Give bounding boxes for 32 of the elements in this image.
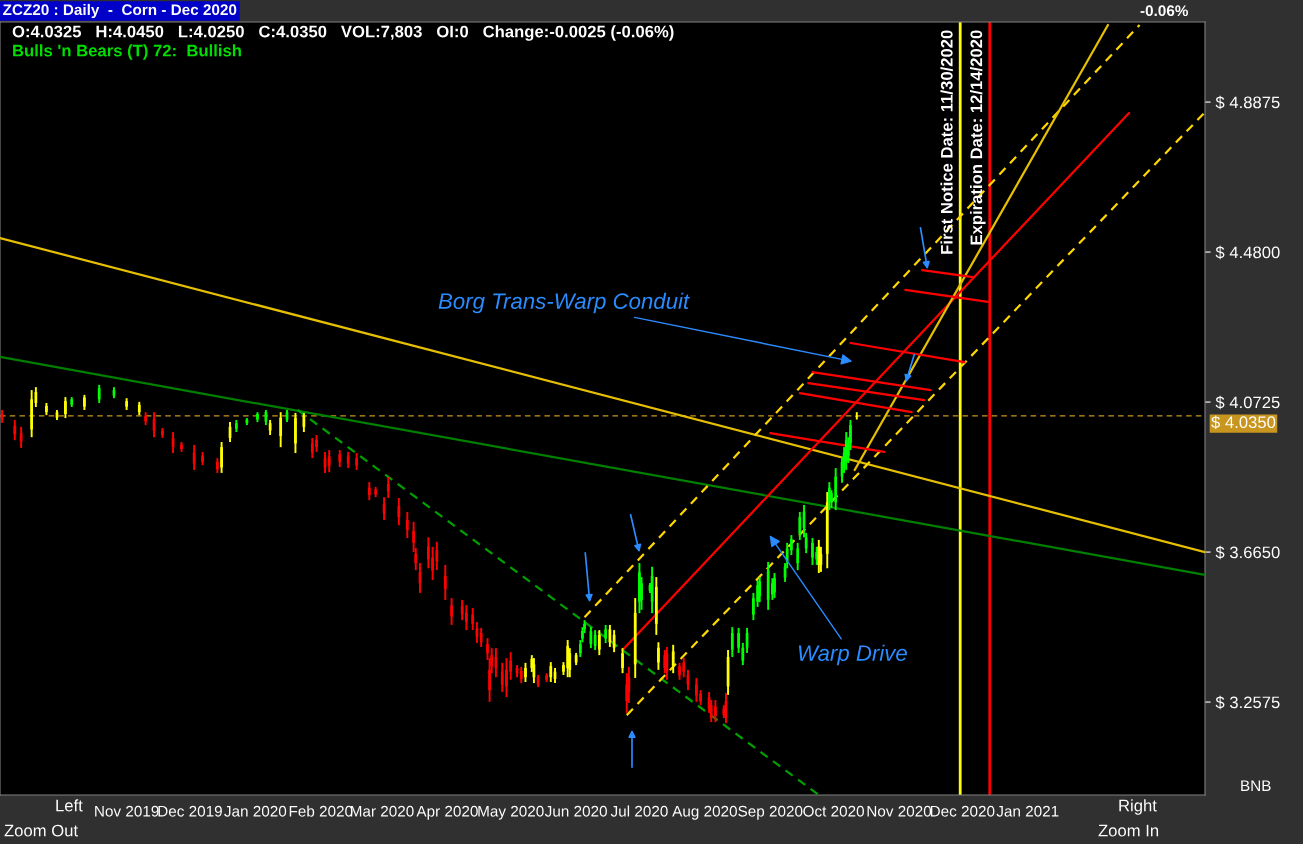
text: Right (1119, 799, 1157, 815)
x-tick-label: Apr 2020 (416, 805, 478, 820)
annotation: Borg Trans-Warp Conduit (438, 292, 690, 314)
x-tick-label: Jan 2020 (224, 805, 287, 817)
x-tick-label: Aug 2020 (672, 805, 737, 820)
x-tick-label: Dec 2020 (930, 805, 995, 817)
x-tick-label: Jun 2020 (544, 805, 607, 817)
x-tick-label: Oct 2020 (803, 805, 864, 817)
text: Zoom Out (4, 824, 78, 837)
ref-line-label: $ 4.0350 (1211, 415, 1276, 430)
y-tick-label: $ 4.4800 (1215, 245, 1280, 260)
x-tick-label: Jan 2021 (996, 805, 1059, 817)
x-tick-label: Jul 2020 (610, 805, 668, 817)
y-tick-label: $ 4.8875 (1215, 95, 1280, 110)
x-tick-label: Nov 2020 (867, 805, 932, 817)
x-tick-label: Nov 2019 (95, 805, 159, 817)
ref-line-label: Expiration Date: 12/14/2020 (969, 30, 986, 245)
x-tick-label: Dec 2019 (158, 805, 222, 817)
annotation: Bulls 'n Bears (T) 72: Bullish (13, 44, 241, 60)
y-tick-label: $ 4.0725 (1215, 395, 1280, 410)
chart-subtitle: O:4.0325 H:4.0450 L:4.0250 C:4.0350 VOL:7,803 OI:0 Change:-0.0025 (-0.06%) (12, 25, 674, 41)
text: -0.06% (1140, 5, 1188, 17)
chart-title: ZCZ20 : Daily - Corn - Dec 2020 (3, 3, 237, 19)
ref-line-label: First Notice Date: 11/30/2020 (940, 30, 953, 254)
text: Left (56, 799, 83, 812)
y-tick-label: $ 3.2575 (1215, 695, 1280, 710)
text: BNB (1241, 780, 1271, 791)
annotation: Warp Drive (798, 644, 907, 666)
y-tick-label: $ 3.6650 (1215, 545, 1280, 560)
text: Zoom In (1098, 824, 1159, 837)
x-tick-label: Sep 2020 (738, 805, 803, 820)
x-tick-label: May 2020 (478, 805, 544, 820)
